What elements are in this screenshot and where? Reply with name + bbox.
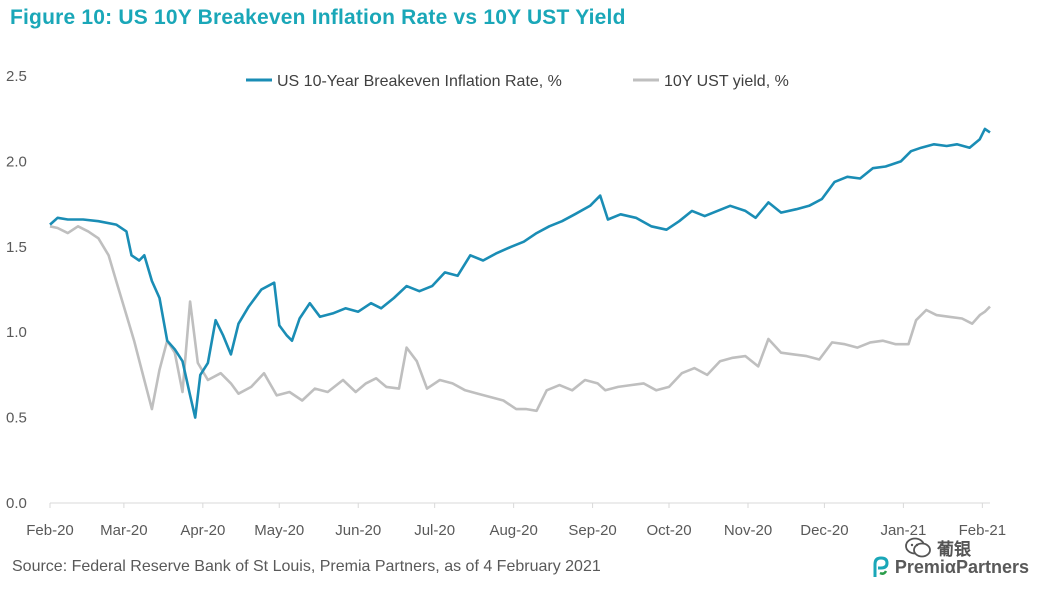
x-tick-label: Mar-20: [100, 522, 148, 539]
y-tick-label: 0.0: [6, 495, 27, 512]
series-lines: [49, 127, 991, 419]
legend: US 10-Year Breakeven Inflation Rate, % 10…: [246, 73, 789, 90]
watermark: 葡银: [905, 535, 971, 560]
x-tick-label: Nov-20: [724, 522, 772, 539]
chart-title: Figure 10: US 10Y Breakeven Inflation Ra…: [10, 6, 626, 29]
wechat-icon: [905, 537, 931, 557]
x-tick-label: Aug-20: [489, 522, 537, 539]
y-tick-label: 2.5: [6, 68, 27, 85]
axes: 0.0 0.5 1.0 1.5 2.0 2.5 Feb-20 Mar-20 Apr-20 May-…: [6, 68, 1006, 539]
x-tick-label: Oct-20: [647, 522, 692, 539]
y-tick-label: 1.5: [6, 239, 27, 256]
x-tick-label: Sep-20: [568, 522, 616, 539]
y-tick-label: 1.0: [6, 324, 27, 341]
watermark-text: 葡银: [937, 540, 971, 559]
breakeven-line: [49, 127, 991, 419]
source-note: Source: Federal Reserve Bank of St Louis…: [12, 558, 601, 575]
premia-logo-icon: [873, 556, 889, 577]
x-tick-label: Jun-20: [335, 522, 381, 539]
x-tick-label: May-20: [254, 522, 304, 539]
x-tick-label: Feb-21: [959, 522, 1007, 539]
x-tick-label: Jan-21: [880, 522, 926, 539]
ust-yield-line: [49, 225, 991, 413]
y-tick-label: 0.5: [6, 410, 27, 427]
y-tick-label: 2.0: [6, 153, 27, 170]
logo-text: PremiαPartners: [894, 556, 1029, 577]
x-tick-label: Dec-20: [800, 522, 848, 539]
x-tick-label: Feb-20: [26, 522, 74, 539]
premia-logo: PremiαPartners: [871, 556, 1029, 578]
x-tick-label: Jul-20: [414, 522, 455, 539]
x-tick-label: Apr-20: [180, 522, 225, 539]
legend-breakeven-label: US 10-Year Breakeven Inflation Rate, %: [277, 73, 562, 90]
legend-ust-yield-label: 10Y UST yield, %: [664, 73, 789, 90]
